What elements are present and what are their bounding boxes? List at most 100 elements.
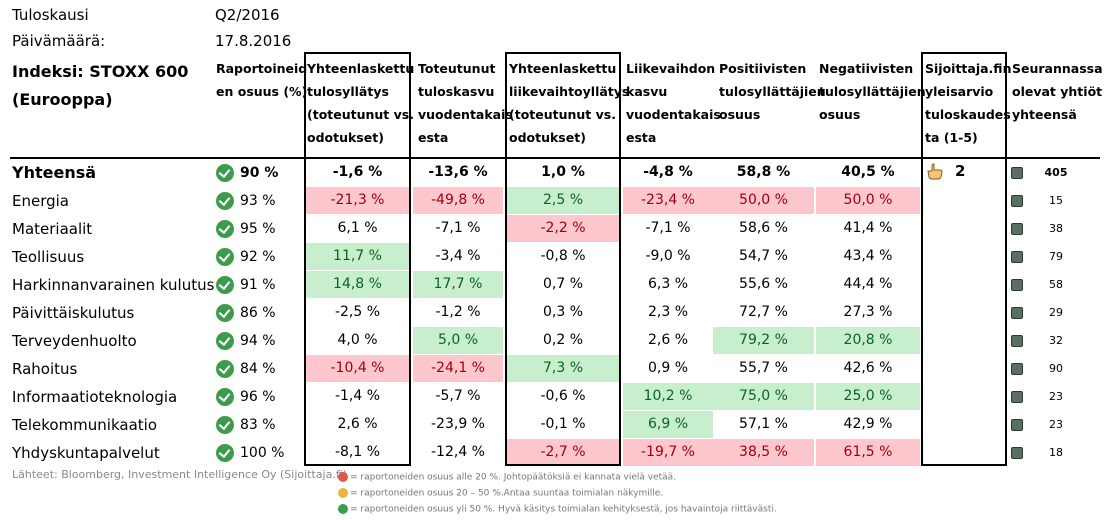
cell-eps-growth: -23,9 % — [431, 416, 485, 432]
cell-positive: 72,7 % — [739, 304, 788, 320]
sector-name: Yhdyskuntapalvelut — [12, 444, 160, 462]
square-icon — [1011, 307, 1023, 319]
header-line: tuloskaudes — [925, 107, 1011, 122]
eps-surprise-column-box — [304, 52, 411, 466]
check-circle-icon — [216, 388, 234, 406]
header-line: Negatiivisten — [819, 61, 914, 76]
company-count: 90 — [1049, 362, 1063, 375]
cell-eps-surprise: -10,4 % — [304, 355, 411, 382]
table-row: Teollisuus 92 % 11,7 % -3,4 % -0,8 % -9,0 % 54… — [0, 243, 1105, 271]
legend-yellow: = raportoneiden osuus 20 – 50 %.Antaa su… — [338, 488, 663, 499]
sector-name: Yhteensä — [12, 163, 97, 182]
table-row: Yhdyskuntapalvelut 100 % -8,1 % -12,4 % -2,7… — [0, 439, 1105, 467]
rating-value: 2 — [955, 162, 966, 180]
cell-negative: 61,5 % — [816, 439, 920, 466]
header-share: Raportoineid en osuus (%) — [216, 57, 307, 103]
cell-rev-growth: 0,9 % — [647, 360, 689, 376]
cell-rev-growth: -19,7 % — [623, 439, 713, 466]
header-line: tulosyllättäjien — [819, 84, 926, 99]
cell-negative: 27,3 % — [843, 304, 893, 320]
header-line: vuodentakais — [626, 107, 721, 122]
legend-red: = raportoneiden osuus alle 20 %. Johtopä… — [338, 472, 676, 483]
square-icon — [1011, 251, 1023, 263]
cell-eps-growth: -13,6 % — [428, 164, 488, 180]
cell-eps-surprise: -1,6 % — [332, 164, 383, 180]
square-icon — [1011, 195, 1023, 207]
header-line: tuloskasvu — [418, 84, 495, 99]
cell-rev-growth: 2,3 % — [647, 304, 689, 320]
header-line: Positiivisten — [719, 61, 807, 76]
reported-share: 92 % — [214, 243, 294, 271]
square-icon — [1011, 391, 1023, 403]
sector-name: Telekommunikaatio — [12, 416, 158, 434]
sector-name: Päivittäiskulutus — [12, 304, 135, 322]
reported-share-value: 92 % — [240, 249, 276, 265]
source-note: Lähteet: Bloomberg, Investment Intellige… — [12, 468, 348, 481]
header-line: Raportoineid — [216, 61, 308, 76]
reported-share: 95 % — [214, 215, 294, 243]
cell-eps-surprise: 4,0 % — [337, 332, 378, 348]
cell-positive: 38,5 % — [713, 439, 814, 466]
sector-name: Terveydenhuolto — [12, 332, 137, 350]
company-count: 29 — [1049, 306, 1063, 319]
green-check-icon — [338, 504, 348, 514]
header-line: yleisarvio — [925, 84, 994, 99]
header-line: osuus — [719, 107, 761, 122]
header-rev-surprise: Yhteenlaskettu liikevaihtoyllätys (toteutu… — [509, 57, 629, 149]
header-line: tulosyllättäjien — [719, 84, 826, 99]
cell-rev-surprise: -0,8 % — [540, 248, 586, 264]
header-line: liikevaihtoyllätys — [509, 84, 630, 99]
cell-rev-growth: -4,8 % — [643, 164, 693, 180]
cell-rev-surprise: 0,2 % — [542, 332, 584, 348]
reported-share: 93 % — [214, 187, 294, 215]
reported-share-value: 90 % — [240, 165, 279, 181]
cell-rev-growth: 10,2 % — [623, 383, 713, 410]
reported-share-value: 100 % — [240, 445, 285, 461]
reported-share: 83 % — [214, 411, 294, 439]
reported-share: 96 % — [214, 383, 294, 411]
cell-eps-surprise: -21,3 % — [304, 187, 411, 214]
company-count: 23 — [1049, 418, 1063, 431]
cell-positive: 55,7 % — [739, 360, 788, 376]
cell-rev-surprise: 0,7 % — [542, 276, 584, 292]
cell-eps-growth: -24,1 % — [413, 355, 503, 382]
cell-eps-growth: -1,2 % — [435, 304, 481, 320]
cell-rev-surprise: 2,5 % — [505, 187, 621, 214]
square-icon — [1011, 419, 1023, 431]
header-line: yhteensä — [1012, 107, 1077, 122]
header-line: odotukset) — [307, 130, 384, 145]
cell-eps-surprise: 14,8 % — [304, 271, 411, 298]
cell-positive: 58,6 % — [739, 220, 788, 236]
header-line: osuus — [819, 107, 861, 122]
cell-eps-growth: 17,7 % — [413, 271, 503, 298]
square-icon — [1011, 279, 1023, 291]
reported-share: 94 % — [214, 327, 294, 355]
cell-eps-surprise: 6,1 % — [337, 220, 378, 236]
legend-green-text: = raportoneiden osuus yli 50 %. Hyvä käs… — [350, 504, 777, 515]
check-circle-icon — [216, 248, 234, 266]
legend-yellow-text: = raportoneiden osuus 20 – 50 %.Antaa su… — [350, 488, 664, 499]
header-line: Yhteenlaskettu — [509, 61, 617, 76]
cell-positive: 57,1 % — [739, 416, 788, 432]
cell-rev-growth: -9,0 % — [645, 248, 691, 264]
check-circle-icon — [216, 276, 234, 294]
table-row: Telekommunikaatio 83 % 2,6 % -23,9 % -0,1 % 6… — [0, 411, 1105, 439]
cell-rev-surprise: 7,3 % — [505, 355, 621, 382]
sector-name: Informaatioteknologia — [12, 388, 178, 406]
cell-eps-surprise: -8,1 % — [334, 444, 381, 460]
total-row: Yhteensä 90 % -1,6 % -13,6 % 1,0 % -4,8 % 58,8… — [0, 159, 1105, 187]
cell-rev-growth: -7,1 % — [645, 220, 691, 236]
header-line: en osuus (%) — [216, 84, 308, 99]
company-count: 79 — [1049, 250, 1063, 263]
reported-share-value: 95 % — [240, 221, 276, 237]
cell-negative: 41,4 % — [843, 220, 893, 236]
thumbs-hand-icon — [927, 163, 943, 180]
cell-rev-surprise: 0,3 % — [542, 304, 584, 320]
reported-share-value: 84 % — [240, 361, 276, 377]
cell-eps-surprise: 11,7 % — [304, 243, 411, 270]
cell-eps-surprise: -2,5 % — [334, 304, 381, 320]
period-label: Tuloskausi — [12, 6, 89, 24]
header-line: esta — [626, 130, 657, 145]
company-count: 15 — [1049, 194, 1063, 207]
table-row: Energia 93 % -21,3 % -49,8 % 2,5 % -23,4 % 50,… — [0, 187, 1105, 215]
